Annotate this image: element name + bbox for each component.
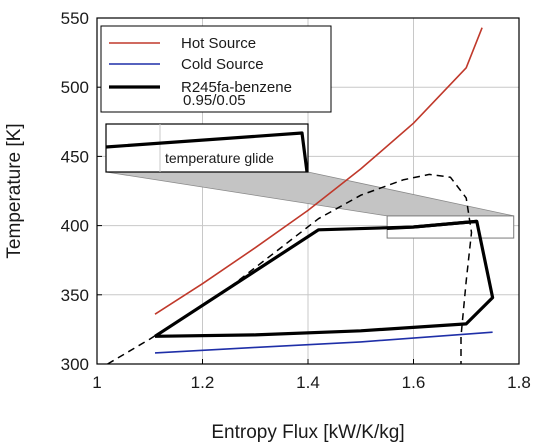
- x-tick-label: 1.6: [402, 373, 426, 392]
- legend-label: R245fa-benzene: [181, 79, 292, 96]
- saturation-dome-line: [107, 173, 473, 365]
- y-tick-label: 550: [61, 9, 89, 28]
- x-tick-label: 1.2: [191, 373, 215, 392]
- legend-label: Hot Source: [181, 35, 256, 52]
- x-tick-label: 1: [92, 373, 101, 392]
- y-tick-label: 500: [61, 78, 89, 97]
- y-tick-label: 400: [61, 217, 89, 236]
- inset-frame: [105, 123, 309, 173]
- series-layer: [107, 27, 495, 365]
- x-tick-label: 1.4: [296, 373, 320, 392]
- y-tick-label: 300: [61, 355, 89, 374]
- y-tick-label: 450: [61, 147, 89, 166]
- cold-source-line: [154, 331, 493, 354]
- inset-glide-line: [105, 131, 309, 173]
- legend: Hot Source Cold Source R245fa-benzene0.95/…: [100, 25, 332, 113]
- cycle-line: [154, 219, 495, 338]
- x-axis-title: Entropy Flux [kW/K/kg]: [211, 422, 404, 443]
- y-axis-title: Temperature [K]: [4, 123, 25, 258]
- glide-annotation: temperature glide: [165, 150, 274, 166]
- y-tick-label: 350: [61, 286, 89, 305]
- ticks: 1 1.2 1.4 1.6 1.8 300 350 400 450 500 550: [61, 9, 531, 392]
- glide-inset: temperature glide: [105, 123, 309, 173]
- legend-label: Cold Source: [181, 56, 264, 73]
- legend-label-line2: 0.95/0.05: [183, 92, 246, 109]
- legend-box: [100, 25, 332, 113]
- x-tick-label: 1.8: [507, 373, 531, 392]
- hot-source-line: [154, 27, 483, 315]
